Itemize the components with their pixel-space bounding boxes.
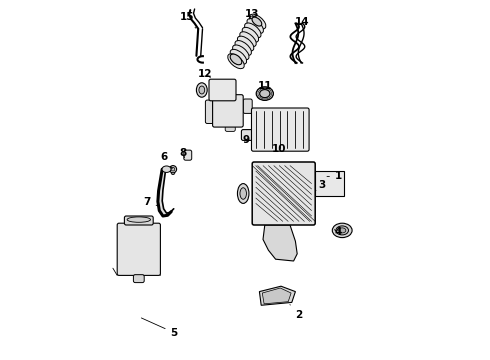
Ellipse shape [240, 188, 246, 199]
Text: 6: 6 [160, 152, 172, 168]
Ellipse shape [235, 41, 251, 55]
Ellipse shape [336, 226, 348, 235]
Ellipse shape [277, 145, 285, 150]
FancyBboxPatch shape [213, 95, 243, 127]
Ellipse shape [247, 19, 264, 33]
Polygon shape [158, 168, 174, 216]
Ellipse shape [170, 166, 176, 173]
Polygon shape [315, 171, 344, 196]
Ellipse shape [230, 54, 242, 65]
Ellipse shape [230, 49, 246, 64]
Text: 15: 15 [180, 12, 196, 28]
Ellipse shape [260, 90, 270, 98]
Polygon shape [263, 225, 297, 261]
Ellipse shape [252, 17, 262, 26]
Text: 5: 5 [141, 318, 178, 338]
Text: 8: 8 [179, 148, 187, 158]
Ellipse shape [162, 166, 171, 172]
Ellipse shape [233, 45, 249, 60]
Ellipse shape [240, 32, 256, 47]
Ellipse shape [339, 228, 346, 233]
Text: 1: 1 [327, 171, 342, 181]
FancyBboxPatch shape [225, 126, 235, 131]
Text: 9: 9 [242, 135, 249, 145]
Ellipse shape [127, 217, 150, 222]
FancyBboxPatch shape [242, 130, 257, 140]
Text: 14: 14 [295, 17, 310, 27]
Ellipse shape [238, 184, 249, 203]
Text: 7: 7 [144, 197, 157, 207]
FancyBboxPatch shape [124, 216, 153, 225]
Ellipse shape [256, 87, 273, 100]
FancyBboxPatch shape [205, 100, 213, 123]
FancyBboxPatch shape [171, 169, 175, 175]
Ellipse shape [249, 14, 266, 29]
Ellipse shape [237, 36, 254, 51]
FancyBboxPatch shape [243, 99, 252, 113]
FancyBboxPatch shape [251, 108, 309, 151]
Ellipse shape [332, 223, 352, 238]
Ellipse shape [245, 23, 261, 38]
Text: 12: 12 [198, 69, 213, 79]
Polygon shape [262, 288, 291, 304]
FancyBboxPatch shape [133, 275, 144, 283]
Ellipse shape [199, 86, 205, 94]
FancyBboxPatch shape [184, 150, 192, 160]
Ellipse shape [171, 167, 175, 171]
Polygon shape [259, 286, 295, 305]
FancyBboxPatch shape [209, 79, 236, 101]
Text: 11: 11 [258, 81, 272, 91]
Ellipse shape [196, 83, 207, 97]
Text: 2: 2 [290, 305, 302, 320]
FancyBboxPatch shape [117, 223, 160, 275]
Text: 10: 10 [272, 144, 287, 154]
Text: 4: 4 [334, 227, 343, 237]
Ellipse shape [228, 54, 244, 69]
Text: 13: 13 [245, 9, 259, 19]
Ellipse shape [242, 27, 259, 42]
Text: 3: 3 [316, 180, 326, 191]
FancyBboxPatch shape [252, 162, 315, 225]
